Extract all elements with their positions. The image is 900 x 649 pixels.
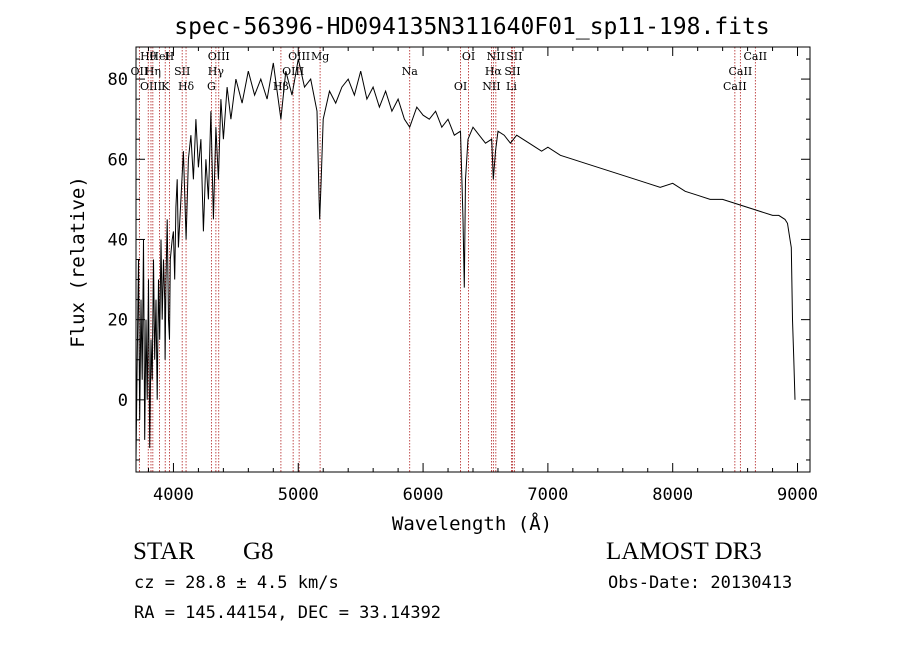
x-axis-label: Wavelength (Å) [392,512,552,535]
line-mark-label: Hθ [140,50,157,63]
line-mark-label: Hα [485,65,503,78]
x-tick-label: 9000 [777,485,818,505]
line-mark-label: SII [506,50,522,63]
object-subclass: G8 [243,538,274,565]
x-tick-label: 6000 [403,485,444,505]
spectrum-line [135,58,796,461]
survey-name: LAMOST DR3 [606,538,762,565]
line-mark-label: CaII [723,80,747,93]
line-mark-label: OIII [282,65,304,78]
y-tick-label: 0 [118,391,128,411]
axis-ticks: 4000 5000 6000 7000 8000 9000 0 20 40 60 80 [108,47,818,505]
line-mark-label: K [161,80,170,93]
line-mark-label: OI [454,80,467,93]
line-mark-label: SII [504,65,520,78]
line-mark-label: Hβ [273,80,289,93]
y-tick-label: 60 [108,150,128,170]
x-tick-label: 4000 [153,485,194,505]
line-mark-label: SII [174,65,190,78]
line-mark-label: Hγ [208,65,225,78]
line-marks [138,47,756,472]
line-mark-label: Na [402,65,419,78]
line-mark-label: NII [482,80,500,93]
line-mark-label: OIII [288,50,310,63]
coordinates-readout: RA = 145.44154, DEC = 33.14392 [134,603,442,623]
y-tick-label: 20 [108,311,128,331]
line-mark-label: Li [506,80,517,93]
object-class: STAR [133,538,195,565]
line-mark-label: CaII [729,65,753,78]
line-mark-label: G [207,80,216,93]
x-tick-label: 8000 [652,485,693,505]
line-mark-label: HeI [149,50,169,63]
line-mark-label: CaII [743,50,767,63]
y-axis-label: Flux (relative) [67,176,89,348]
line-mark-label: OII [131,65,149,78]
line-mark-label: Hη [145,65,161,78]
y-tick-label: 80 [108,70,128,90]
observation-date: Obs-Date: 20130413 [608,573,793,593]
line-mark-label: OIII [208,50,230,63]
line-mark-label: OI [462,50,475,63]
line-labels: Hθ OII OIII HeI HηK H SII Hδ OIII Hγ G OIII OIII Hβ Mg… [131,50,768,93]
redshift-readout: cz = 28.8 ± 4.5 km/s [134,573,339,593]
line-mark-label: H [165,50,175,63]
line-mark-label: Mg [311,50,329,63]
line-mark-label: Hδ [178,80,195,93]
plot-frame [135,46,811,473]
line-mark-label: NII [487,50,505,63]
y-tick-label: 40 [108,230,128,250]
x-tick-label: 5000 [278,485,319,505]
chart-title: spec-56396-HD094135N311640F01_sp11-198.f… [174,14,769,40]
line-mark-label: OIII [140,80,162,93]
x-tick-label: 7000 [527,485,568,505]
